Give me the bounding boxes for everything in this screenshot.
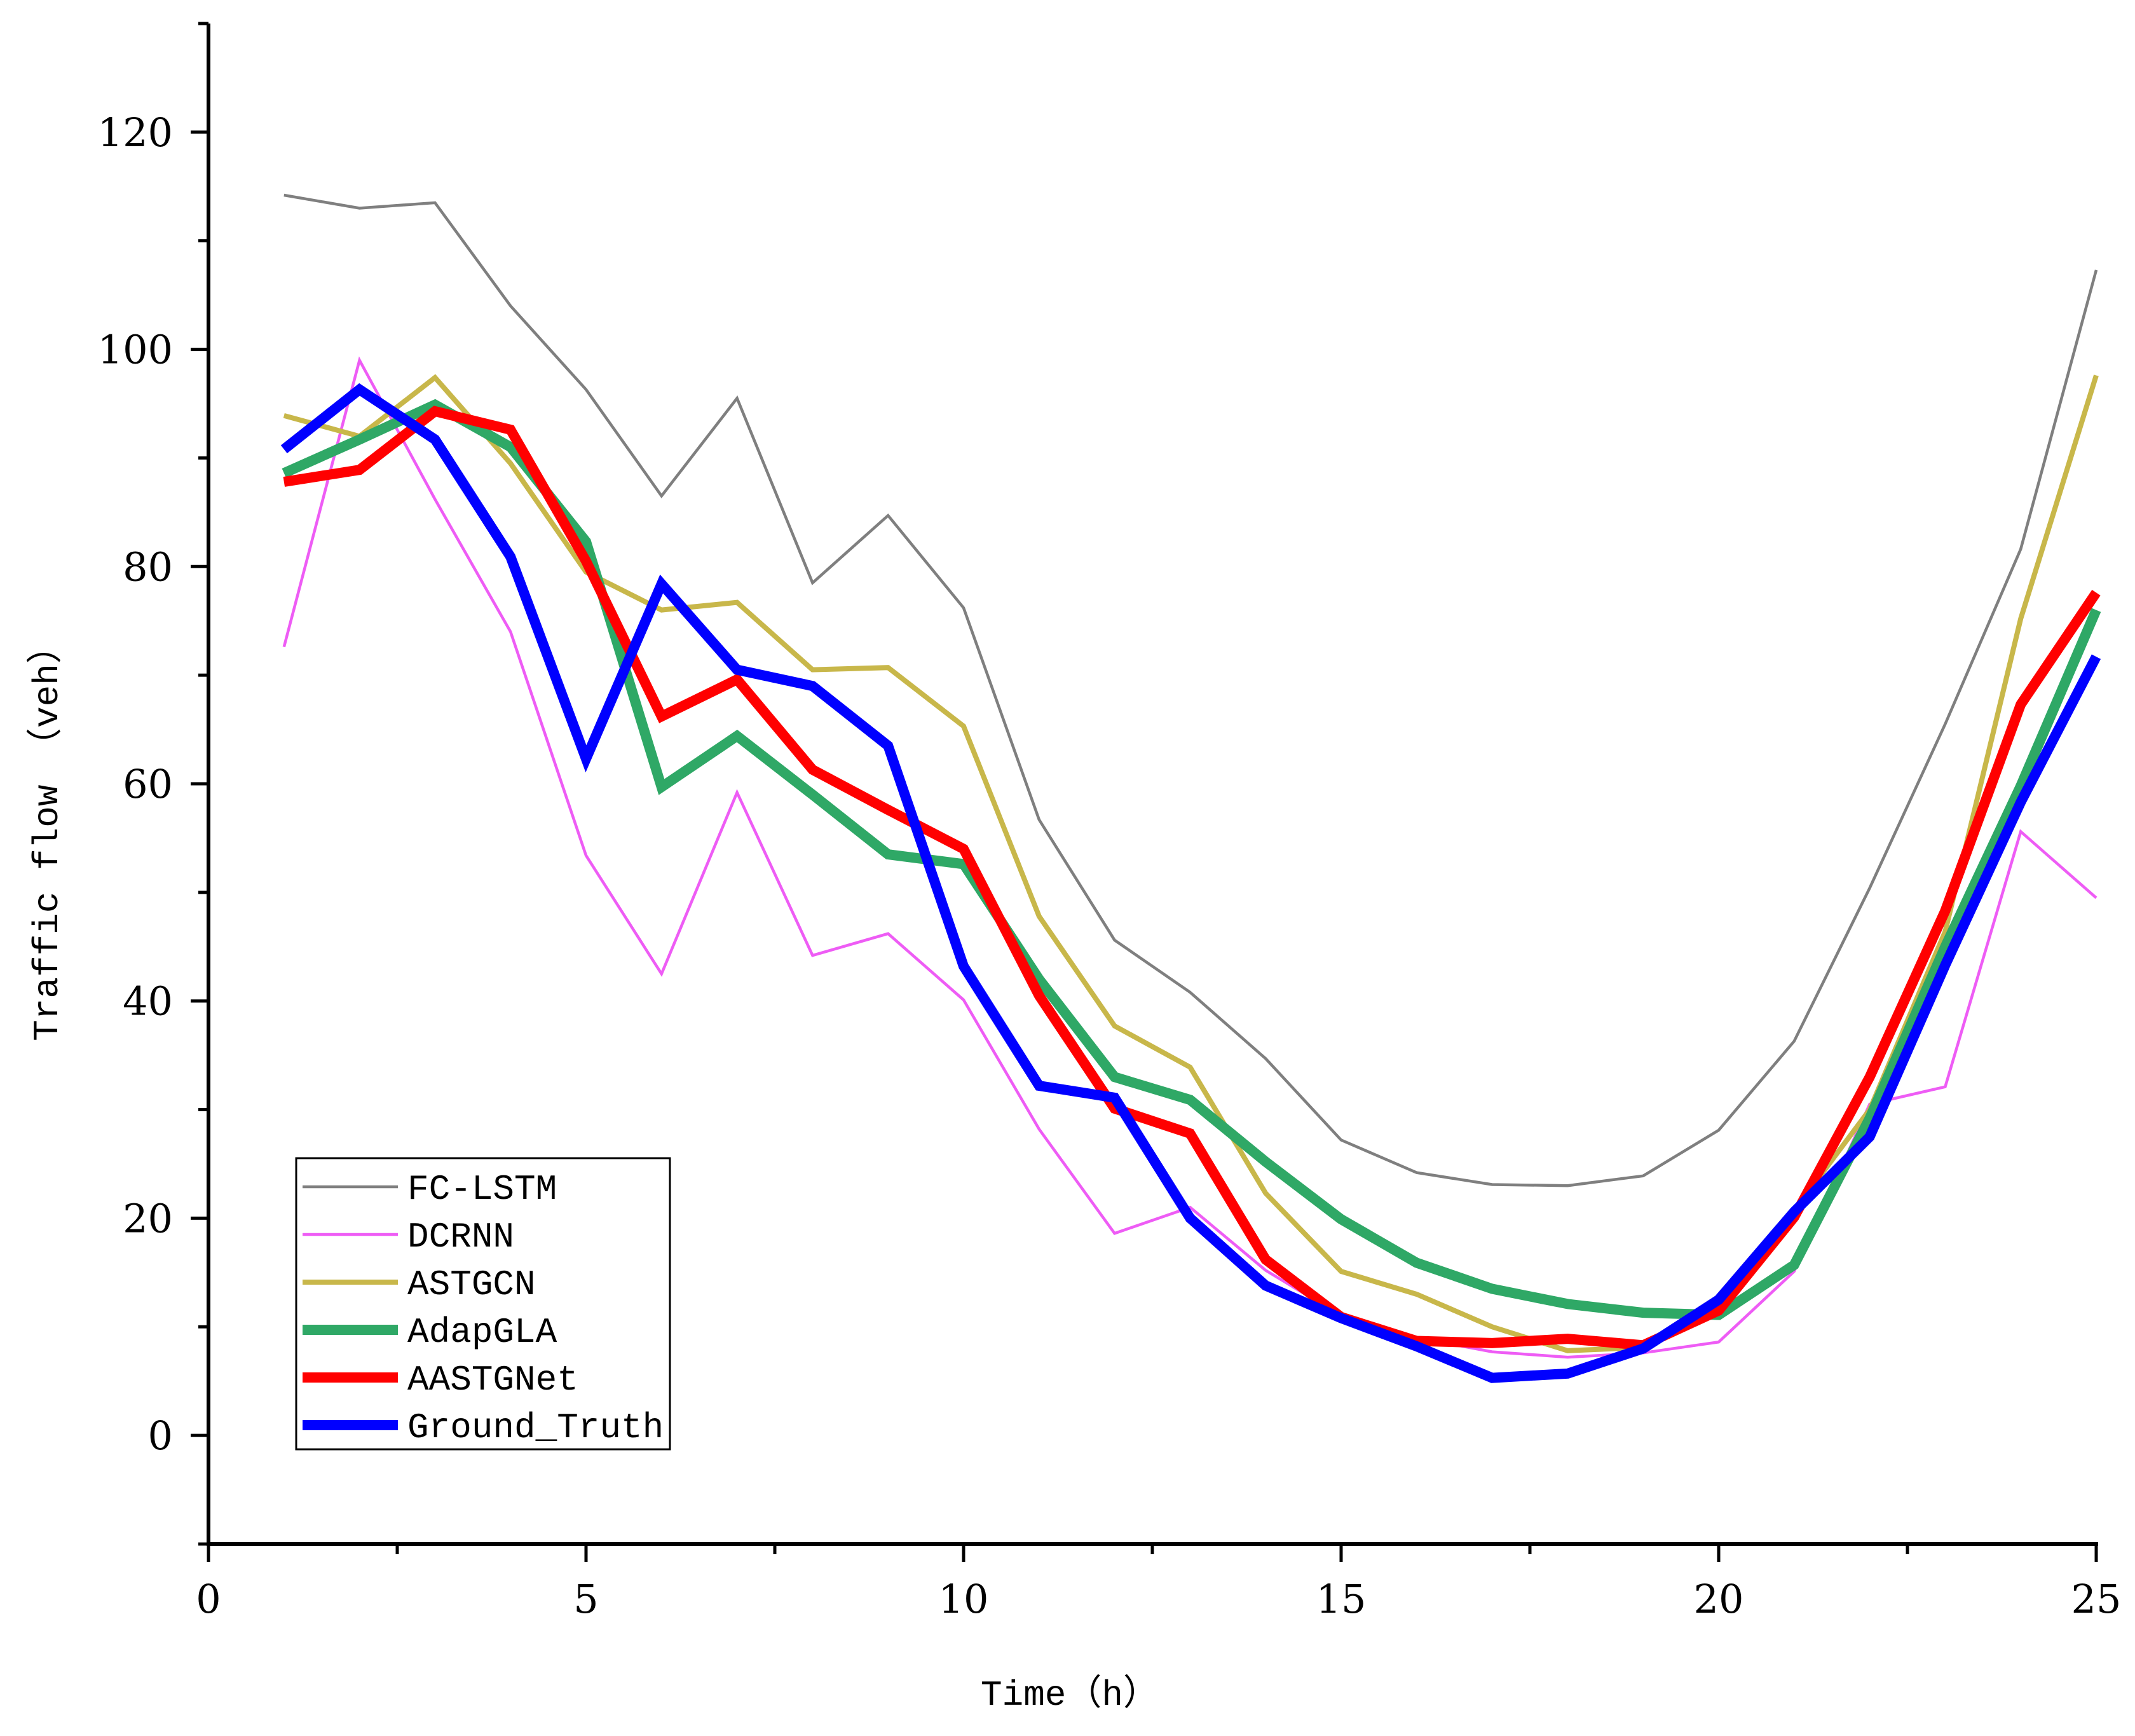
series-line-adapgla [282,399,2101,1320]
y-tick-label: 100 [98,327,173,373]
y-tick-label: 60 [123,761,173,807]
x-tick-label: 25 [2071,1576,2122,1622]
y-tick-label: 20 [123,1195,173,1241]
x-tick-label: 20 [1694,1576,1744,1622]
legend-label-astgcn: ASTGCN [407,1264,536,1305]
x-tick-label: 15 [1316,1576,1367,1622]
tick-labels: 0 5 10 15 20 25 0 20 40 60 80 100 120 [98,109,2122,1622]
y-tick-label: 120 [98,109,173,156]
series-line-fc-lstm [283,193,2098,1187]
legend-label-adapgla: AdapGLA [407,1312,557,1353]
legend-label-ground-truth: Ground_Truth [407,1407,664,1448]
x-tick-label: 10 [939,1576,989,1622]
series-line-dcrnn [282,356,2097,1359]
legend: FC-LSTM DCRNN ASTGCN AdapGLA AASTGNet Ground_… [295,1157,671,1451]
series-lines [280,193,2101,1383]
tick-marks [191,22,2098,1562]
legend-label-dcrnn: DCRNN [407,1217,514,1257]
x-tick-label: 0 [196,1576,221,1622]
y-tick-label: 0 [148,1412,173,1459]
legend-box [295,1157,671,1451]
y-axis-title: Traffic flow （veh） [27,628,68,1041]
y-tick-label: 40 [123,978,173,1025]
x-axis-title: Time（h） [981,1674,1159,1716]
y-tick-label: 80 [123,543,173,590]
legend-label-aastgnet: AASTGNet [407,1360,578,1400]
legend-label-fc-lstm: FC-LSTM [407,1169,557,1210]
x-tick-label: 5 [573,1576,598,1622]
series-line-ground-truth [280,383,2101,1383]
